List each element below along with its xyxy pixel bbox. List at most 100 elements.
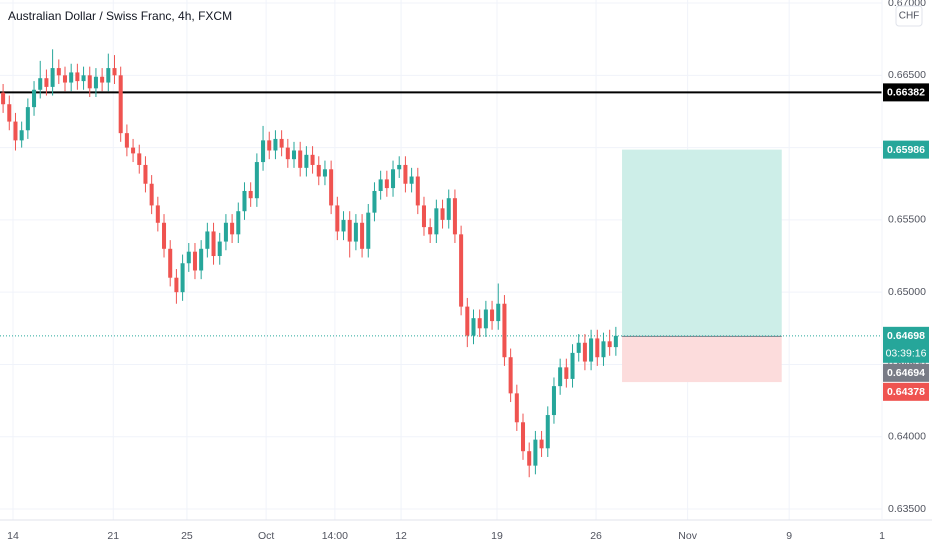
candle-body: [50, 68, 55, 87]
candle-body: [403, 164, 408, 184]
candle-body: [267, 140, 272, 151]
candle-body: [607, 341, 612, 348]
candle-body: [372, 190, 377, 213]
candle-body: [490, 309, 495, 322]
candle-body: [124, 133, 129, 148]
candle-body: [366, 212, 371, 249]
candle-body: [558, 367, 563, 387]
candle-body: [397, 164, 402, 170]
x-tick-label: Oct: [258, 530, 274, 542]
x-tick-label: 26: [590, 530, 602, 542]
currency-box[interactable]: [895, 5, 923, 27]
candle-body: [576, 342, 581, 353]
profit-zone: [622, 149, 782, 337]
price-badge-label: 0.64378: [887, 386, 925, 398]
candle-body: [545, 415, 550, 449]
candle-body: [7, 104, 12, 122]
candle-body: [254, 162, 259, 199]
x-tick-label: 14:00: [322, 530, 348, 542]
candle-body: [601, 341, 606, 358]
candle-body: [452, 198, 457, 235]
candle-body: [341, 219, 346, 232]
candle-body: [298, 150, 303, 168]
candle-body: [595, 338, 600, 358]
candle-body: [391, 169, 396, 189]
candle-body: [582, 342, 587, 362]
candle-body: [223, 222, 228, 242]
candle-body: [409, 176, 414, 184]
chart-title: Australian Dollar / Swiss Franc, 4h, FXC…: [8, 9, 232, 23]
candle-body: [347, 219, 352, 242]
currency-label[interactable]: CHF: [899, 11, 920, 22]
candle-body: [446, 198, 451, 220]
y-tick-label: 0.65500: [888, 214, 926, 226]
candle-body: [589, 338, 594, 362]
price-badge-label: 0.66382: [887, 87, 925, 99]
candle-body: [353, 222, 358, 242]
candle-body: [242, 190, 247, 212]
candle-body: [143, 164, 148, 184]
candle-body: [87, 75, 92, 89]
candle-body: [32, 89, 37, 108]
candle-body: [211, 231, 216, 257]
candle-body: [421, 205, 426, 228]
candle-body: [38, 78, 43, 90]
price-badge: [883, 363, 929, 382]
candle-body: [186, 251, 191, 264]
candle-body: [551, 386, 556, 416]
candle-body: [304, 154, 309, 168]
candle-body: [477, 318, 482, 329]
candle-body: [112, 68, 117, 76]
price-badge: [883, 140, 929, 159]
candle-body: [100, 76, 105, 83]
loss-zone: [622, 336, 782, 383]
candle-body: [180, 263, 185, 293]
candle-body: [415, 176, 420, 206]
candle-body: [564, 367, 569, 379]
candle-body: [81, 75, 86, 82]
price-badge: [883, 326, 929, 363]
x-tick-label: Nov: [678, 530, 697, 542]
candle-body: [570, 352, 575, 379]
candle-body: [44, 78, 49, 87]
y-tick-label: 0.64000: [888, 431, 926, 443]
countdown-label: 03:39:16: [886, 348, 927, 360]
plot-area: [0, 49, 882, 478]
x-tick-label: 14: [7, 530, 19, 542]
candle-body: [162, 222, 167, 249]
candle-body: [273, 138, 278, 151]
candle-body: [471, 318, 476, 336]
candle-body: [502, 303, 507, 358]
candle-body: [310, 154, 315, 165]
candle-body: [329, 169, 334, 206]
candle-body: [613, 335, 618, 348]
candle-body: [205, 231, 210, 249]
candle-body: [149, 183, 154, 206]
y-tick-label: 0.66500: [888, 69, 926, 81]
x-tick-label: 19: [491, 530, 503, 542]
candle-body: [514, 393, 519, 423]
candle-body: [496, 303, 501, 322]
candle-body: [539, 439, 544, 449]
candle-body: [75, 72, 80, 82]
candle-body: [465, 306, 470, 336]
price-badge-label: 0.64694: [887, 367, 925, 379]
candle-body: [217, 241, 222, 257]
x-tick-label: 12: [395, 530, 407, 542]
price-badge: [883, 382, 929, 401]
x-tick-label: 1: [879, 530, 885, 542]
candle-body: [25, 107, 30, 131]
candle-body: [360, 222, 365, 249]
candle-body: [316, 164, 321, 177]
candle-body: [322, 169, 327, 177]
candle-body: [106, 68, 111, 83]
candle-body: [19, 130, 24, 141]
candle-body: [428, 227, 433, 235]
candle-body: [236, 211, 241, 235]
candle-body: [199, 248, 204, 271]
price-badge: [883, 83, 929, 102]
candle-body: [1, 92, 6, 105]
